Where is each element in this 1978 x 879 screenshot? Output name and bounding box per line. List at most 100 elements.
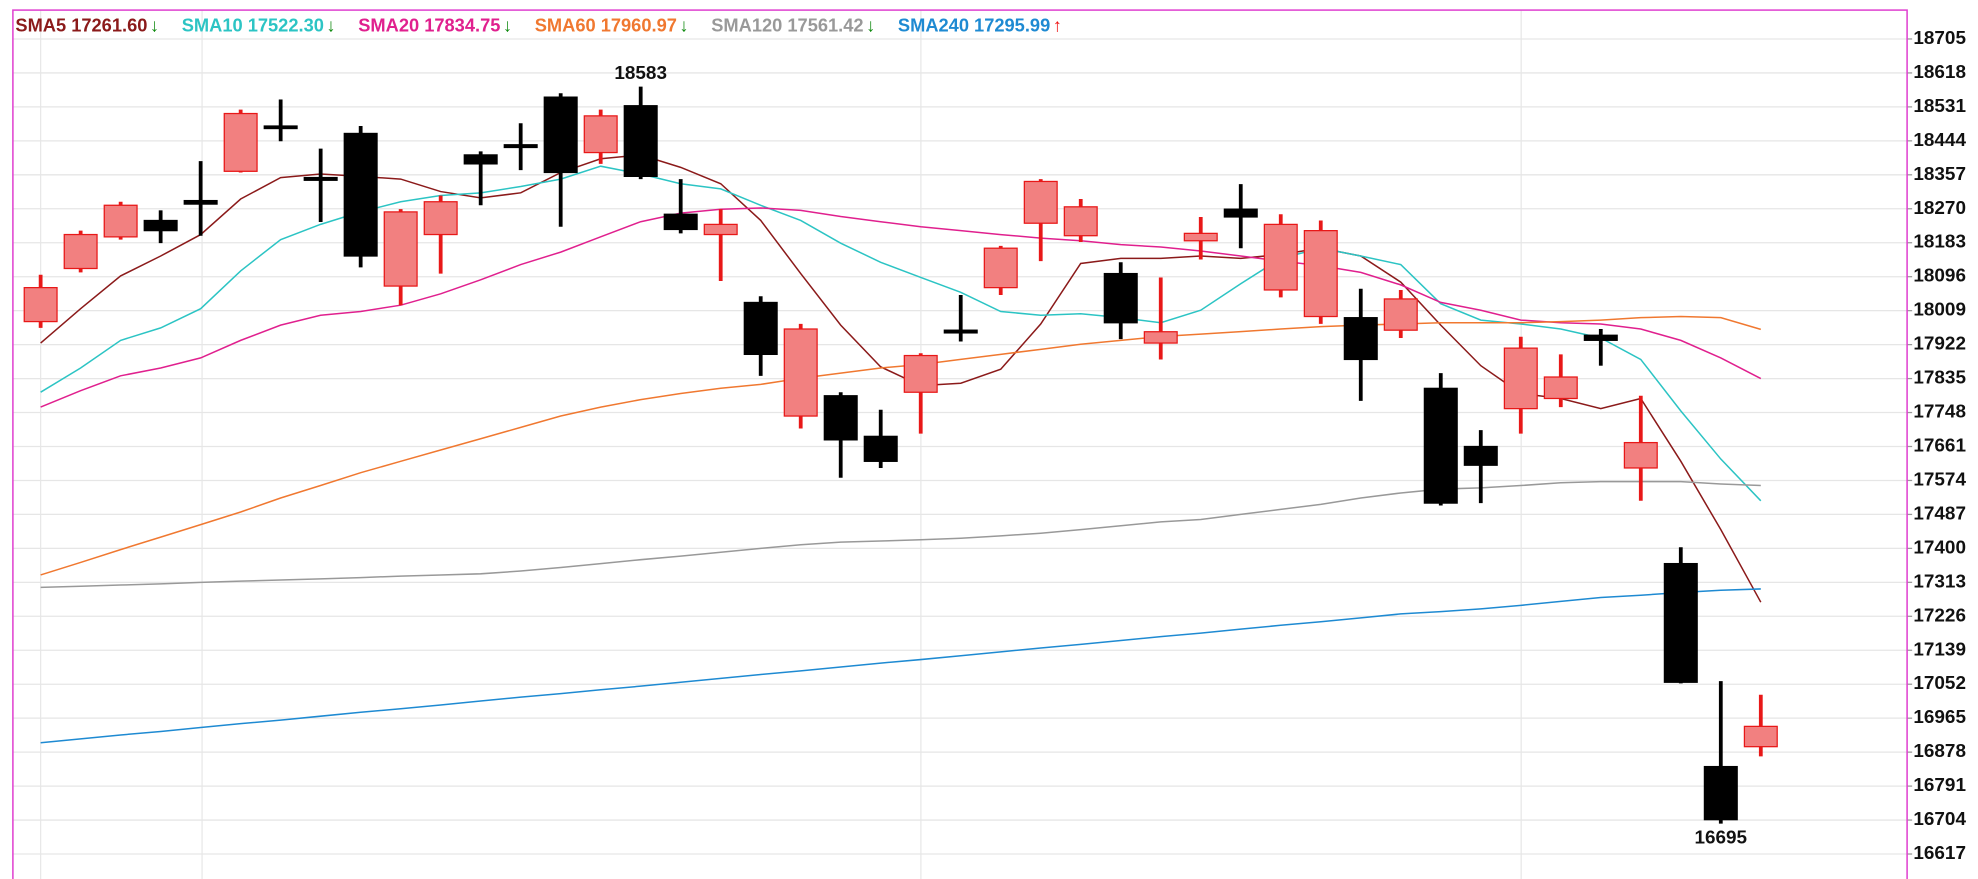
y-tick-label: 17748 (1913, 402, 1966, 423)
candle-body (423, 201, 458, 236)
y-tick-label: 16791 (1913, 775, 1966, 796)
y-tick-label: 18009 (1913, 300, 1966, 321)
ma-line (40, 315, 1762, 576)
y-tick-label: 17313 (1913, 571, 1966, 592)
y-tick-label: 16617 (1913, 843, 1966, 864)
candle-body (863, 435, 898, 462)
candle-body (1703, 765, 1738, 821)
candle-body (583, 115, 618, 154)
candle-body (1183, 232, 1218, 242)
candle-body (1543, 376, 1578, 400)
candle-body (1583, 334, 1618, 341)
y-tick-label: 17835 (1913, 368, 1966, 389)
candle-body (1663, 562, 1698, 683)
grid (12, 10, 1913, 879)
legend-trend: ↓ (866, 14, 875, 35)
candle-body (463, 154, 498, 165)
candle-body (743, 301, 778, 356)
max-label: 18583 (614, 63, 667, 84)
candle-body (343, 132, 378, 257)
candle-body (103, 204, 138, 238)
candle-body (1303, 230, 1338, 318)
y-tick-label: 17661 (1913, 435, 1966, 456)
y-tick-label: 18270 (1913, 198, 1966, 219)
candle-body (823, 395, 858, 441)
ma-line (40, 154, 1762, 603)
candle-body (503, 144, 538, 149)
candle-body (903, 354, 938, 393)
y-tick-label: 18357 (1913, 164, 1966, 185)
candle-body (263, 125, 298, 130)
candle-body (183, 199, 218, 205)
candle-body (1343, 317, 1378, 361)
y-tick-label: 16878 (1913, 741, 1966, 762)
legend-name: SMA60 (535, 14, 596, 35)
candle-body (703, 223, 738, 236)
legend-value: 17960.97 (601, 14, 677, 35)
ma-line (40, 588, 1761, 744)
legend-name: SMA5 (15, 14, 66, 35)
legend-name: SMA240 (898, 14, 969, 35)
candle-body (543, 96, 578, 174)
candle-body (1223, 208, 1258, 218)
min-label: 16695 (1695, 828, 1748, 849)
y-tick-label: 17139 (1913, 639, 1966, 660)
candle-body (1463, 445, 1498, 466)
candle-body (983, 247, 1018, 289)
legend-trend: ↓ (679, 14, 688, 35)
candle-body (143, 219, 178, 232)
legend: SMA5 17261.60 ↓ SMA10 17522.30 ↓ SMA20 17834.75… (15, 14, 1061, 35)
y-tick-label: 16704 (1913, 809, 1966, 830)
legend-value: 17561.42 (787, 14, 863, 35)
legend-value: 17834.75 (424, 14, 500, 35)
candle-body (1743, 725, 1778, 748)
y-tick-label: 18618 (1913, 62, 1966, 83)
candle-body (303, 176, 338, 181)
candle-body (23, 286, 58, 323)
y-tick-label: 17487 (1913, 503, 1966, 524)
candle-body (1143, 331, 1178, 344)
candle-body (1063, 206, 1098, 237)
candle-body (1383, 298, 1418, 331)
y-tick-label: 18444 (1913, 130, 1966, 151)
legend-value: 17522.30 (248, 14, 324, 35)
y-tick-label: 18531 (1913, 96, 1966, 117)
y-tick-label: 17400 (1913, 537, 1966, 558)
y-tick-label: 18096 (1913, 266, 1966, 287)
ma-line (40, 207, 1762, 408)
y-tick-label: 18705 (1913, 28, 1966, 49)
candle-body (623, 105, 658, 178)
y-tick-label: 16965 (1913, 707, 1966, 728)
legend-name: SMA20 (358, 14, 419, 35)
y-tick-label: 17226 (1913, 605, 1966, 626)
candle-body (63, 233, 98, 270)
candle-body (383, 211, 418, 287)
y-tick-label: 17052 (1913, 673, 1966, 694)
plot-border (12, 9, 1908, 879)
y-tick-label: 18183 (1913, 232, 1966, 253)
ma-line (40, 165, 1762, 502)
legend-name: SMA120 (711, 14, 782, 35)
legend-trend: ↓ (503, 14, 512, 35)
candle-body (223, 112, 258, 172)
candle-body (1103, 272, 1138, 324)
candle-body (1423, 387, 1458, 504)
plot (23, 86, 1778, 824)
legend-trend: ↑ (1053, 14, 1062, 35)
candle-body (1263, 223, 1298, 291)
legend-trend: ↓ (150, 14, 159, 35)
ma-line (40, 480, 1761, 589)
legend-name: SMA10 (182, 14, 243, 35)
legend-value: 17261.60 (71, 14, 147, 35)
candle-body (943, 329, 978, 334)
legend-trend: ↓ (326, 14, 335, 35)
legend-value: 17295.99 (974, 14, 1050, 35)
candle-body (783, 328, 818, 417)
candle-body (663, 213, 698, 231)
candle-body (1023, 180, 1058, 224)
y-tick-label: 17922 (1913, 334, 1966, 355)
candle-body (1623, 441, 1658, 469)
y-tick-label: 17574 (1913, 469, 1966, 490)
